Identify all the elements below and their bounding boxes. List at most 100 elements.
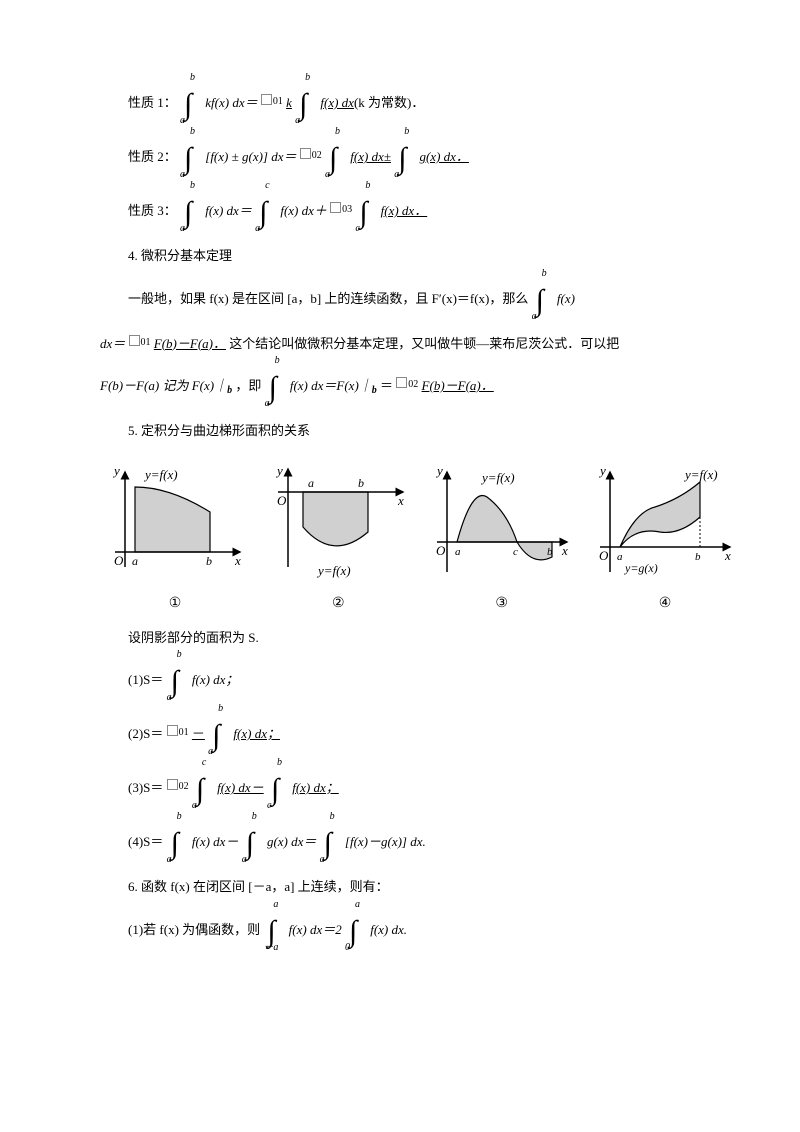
fig-label-4: ④ bbox=[590, 593, 740, 614]
integral-icon: c ∫ a bbox=[257, 192, 275, 232]
figure-4: y x O a b y=f(x) y=g(x) bbox=[590, 457, 740, 587]
r1-body: f(x) dx± bbox=[350, 149, 391, 164]
shade-intro: 设阴影部分的面积为 S. bbox=[128, 628, 740, 648]
svg-text:x: x bbox=[724, 548, 731, 563]
l-body: [f(x) ± g(x)] dx＝ bbox=[205, 149, 296, 164]
integral-icon: b ∫ a bbox=[297, 84, 315, 124]
property-1: 性质 1： b ∫ a kf(x) dx＝ 01 k b ∫ a f(x) dx… bbox=[128, 84, 740, 124]
tail: (k 为常数)． bbox=[354, 95, 424, 110]
integral-icon: b ∫ a bbox=[182, 84, 200, 124]
figure-1: y x O a b y=f(x) bbox=[100, 457, 250, 587]
body2: f(x) dx； bbox=[292, 780, 339, 795]
svg-text:b: b bbox=[358, 476, 364, 490]
mid: ，即 bbox=[235, 378, 264, 393]
label: (1)若 f(x) 为偶函数，则 bbox=[128, 921, 260, 936]
svg-text:y=f(x): y=f(x) bbox=[316, 563, 351, 578]
pre: F(b)－F(a) 记为 F(x)｜ bbox=[100, 378, 227, 393]
integral-icon: b ∫ a bbox=[327, 138, 345, 178]
svg-text:b: b bbox=[206, 554, 212, 568]
integral-icon: b ∫ a bbox=[534, 280, 552, 320]
formula-s2: (2)S＝ 01 － b ∫ a f(x) dx； bbox=[128, 715, 740, 755]
r-body: f(x) dx． bbox=[381, 203, 428, 218]
label: 性质 1： bbox=[128, 95, 177, 110]
integral-icon: b ∫ a bbox=[322, 823, 340, 863]
dx-eq: dx＝ bbox=[100, 336, 125, 351]
svg-text:y: y bbox=[598, 463, 606, 478]
l-body: f(x) dx＝ bbox=[205, 203, 252, 218]
svg-text:b: b bbox=[695, 551, 701, 563]
rhs-body: f(x) dx bbox=[320, 95, 354, 110]
document-page: 性质 1： b ∫ a kf(x) dx＝ 01 k b ∫ a f(x) dx… bbox=[0, 0, 800, 1005]
body3: [f(x)－g(x)] dx. bbox=[345, 834, 426, 849]
svg-text:y: y bbox=[435, 463, 443, 478]
integral-icon: b ∫ a bbox=[182, 192, 200, 232]
integral-icon: b ∫ a bbox=[182, 138, 200, 178]
b-sub: b bbox=[227, 385, 232, 396]
blank-box-icon bbox=[129, 335, 140, 346]
answer-k: k bbox=[286, 95, 292, 110]
body2: f(x) dx. bbox=[370, 921, 407, 936]
svg-text:x: x bbox=[397, 493, 404, 508]
label: (1)S＝ bbox=[128, 672, 163, 687]
svg-text:O: O bbox=[436, 543, 446, 558]
svg-text:b: b bbox=[547, 546, 553, 558]
body1: f(x) dx－ bbox=[192, 834, 239, 849]
label: (2)S＝ bbox=[128, 726, 163, 741]
svg-text:O: O bbox=[277, 493, 287, 508]
integral-icon: c ∫ a bbox=[194, 769, 212, 809]
integral-icon: b ∫ a bbox=[267, 367, 285, 407]
integral-icon: b ∫ c bbox=[269, 769, 287, 809]
body: f(x) dx； bbox=[233, 726, 280, 741]
label: 性质 3： bbox=[128, 203, 177, 218]
label: 性质 2： bbox=[128, 149, 177, 164]
lhs-body: kf(x) dx＝ bbox=[205, 95, 257, 110]
answer-2: F(b)－F(a)． bbox=[422, 378, 494, 393]
svg-text:a: a bbox=[132, 554, 138, 568]
property-3: 性质 3： b ∫ a f(x) dx＝ c ∫ a f(x) dx＋ 03 b… bbox=[128, 192, 740, 232]
integral-icon: b ∫ a bbox=[210, 715, 228, 755]
svg-text:y=f(x): y=f(x) bbox=[480, 470, 515, 485]
figure-row: y x O a b y=f(x) y x O a b y=f(x) y bbox=[100, 457, 740, 587]
body1: f(x) dx－ bbox=[217, 780, 264, 795]
formula-s3: (3)S＝ 02 c ∫ a f(x) dx－ b ∫ c f(x) dx； bbox=[128, 769, 740, 809]
heading-6: 6. 函数 f(x) 在闭区间 [－a，a] 上连续，则有： bbox=[128, 877, 740, 897]
svg-text:y=g(x): y=g(x) bbox=[624, 561, 658, 575]
tag: 01 bbox=[273, 96, 283, 107]
svg-text:y: y bbox=[112, 463, 120, 478]
fig-label-3: ③ bbox=[427, 593, 577, 614]
svg-text:y=f(x): y=f(x) bbox=[683, 467, 718, 482]
fig-label-1: ① bbox=[100, 593, 250, 614]
i-body: f(x) bbox=[557, 290, 575, 305]
svg-text:a: a bbox=[308, 476, 314, 490]
figure-2: y x O a b y=f(x) bbox=[263, 457, 413, 587]
body1: f(x) dx＝2 bbox=[289, 921, 342, 936]
i2-body: f(x) dx＝F(x)｜ bbox=[290, 378, 372, 393]
tag: 02 bbox=[312, 150, 322, 161]
blank-box-icon bbox=[167, 779, 178, 790]
fundamental-theorem-line2: dx＝ 01 F(b)－F(a)． 这个结论叫做微积分基本定理，又叫做牛顿—莱布… bbox=[100, 334, 740, 354]
svg-text:a: a bbox=[455, 546, 461, 558]
integral-icon: a ∫ 0 bbox=[347, 911, 365, 951]
property-2: 性质 2： b ∫ a [f(x) ± g(x)] dx＝ 02 b ∫ a f… bbox=[128, 138, 740, 178]
blank-box-icon bbox=[330, 202, 341, 213]
integral-icon: b ∫ a bbox=[169, 823, 187, 863]
svg-text:O: O bbox=[114, 553, 124, 568]
figure-3: y x O a c b y=f(x) bbox=[427, 457, 577, 587]
formula-s1: (1)S＝ b ∫ a f(x) dx； bbox=[128, 661, 740, 701]
heading-5: 5. 定积分与曲边梯形面积的关系 bbox=[128, 421, 740, 441]
blank-box-icon bbox=[300, 148, 311, 159]
integral-icon: b ∫ a bbox=[244, 823, 262, 863]
svg-text:x: x bbox=[234, 553, 241, 568]
m-body: f(x) dx＋ bbox=[280, 203, 327, 218]
figure-labels: ① ② ③ ④ bbox=[100, 593, 740, 614]
heading-4: 4. 微积分基本定理 bbox=[128, 246, 740, 266]
tag: 01 bbox=[179, 727, 189, 738]
fig-label-2: ② bbox=[263, 593, 413, 614]
blank-box-icon bbox=[167, 725, 178, 736]
tag: 03 bbox=[342, 204, 352, 215]
integral-icon: b ∫ c bbox=[357, 192, 375, 232]
label: (3)S＝ bbox=[128, 780, 163, 795]
integral-icon: b ∫ a bbox=[169, 661, 187, 701]
svg-text:O: O bbox=[599, 548, 609, 563]
body2: g(x) dx＝ bbox=[267, 834, 316, 849]
